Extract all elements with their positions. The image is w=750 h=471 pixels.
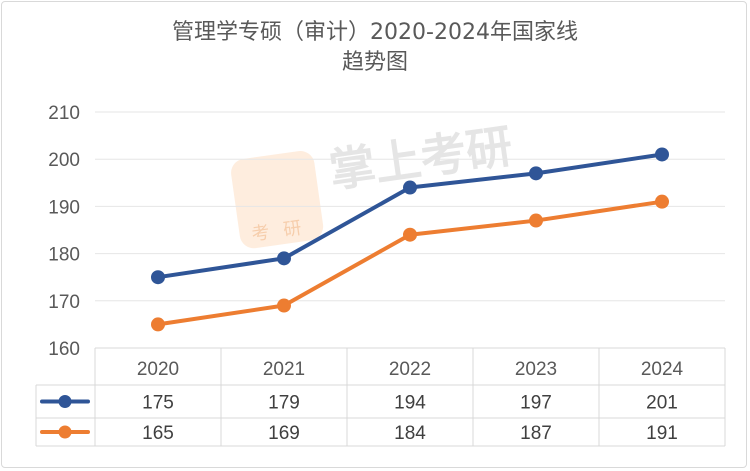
table-cell-value: 179 — [268, 393, 300, 414]
x-tick-label: 2020 — [137, 359, 179, 380]
watermark-logo — [231, 151, 324, 249]
data-point — [403, 227, 417, 242]
y-tick-label: 160 — [48, 339, 80, 360]
chart-subtitle: 趋势图 — [341, 50, 408, 75]
y-tick-label: 170 — [48, 292, 80, 313]
data-point — [151, 317, 165, 332]
y-tick-label: 200 — [48, 150, 80, 171]
data-point — [655, 194, 669, 209]
chart-title: 管理学专硕（审计）2020-2024年国家线 — [172, 20, 578, 45]
legend-marker-1 — [58, 425, 72, 439]
table-cell-value: 165 — [142, 423, 174, 444]
table-cell-value: 187 — [520, 423, 552, 444]
y-tick-label: 190 — [48, 197, 80, 218]
table-cell-value: 184 — [394, 423, 426, 444]
table-cell-value: 194 — [394, 393, 426, 414]
data-point — [529, 213, 543, 228]
data-point — [529, 166, 543, 181]
table-cell-value: 201 — [646, 393, 678, 414]
y-tick-label: 210 — [48, 103, 80, 124]
legend-marker-0 — [58, 395, 72, 408]
data-point — [403, 180, 417, 195]
data-point — [277, 251, 291, 266]
table-cell-value: 197 — [520, 393, 552, 414]
table-cell-value: 175 — [142, 393, 174, 414]
x-tick-label: 2022 — [389, 359, 431, 380]
x-tick-label: 2023 — [515, 359, 557, 380]
table-cell-value: 191 — [646, 423, 678, 444]
data-point — [277, 298, 291, 313]
data-point — [151, 270, 165, 285]
table-cell-value: 169 — [268, 423, 300, 444]
x-tick-label: 2021 — [263, 359, 305, 380]
series-line-1 — [157, 199, 663, 327]
x-tick-label: 2024 — [641, 359, 684, 380]
y-tick-label: 180 — [48, 245, 80, 266]
data-point — [655, 147, 669, 162]
